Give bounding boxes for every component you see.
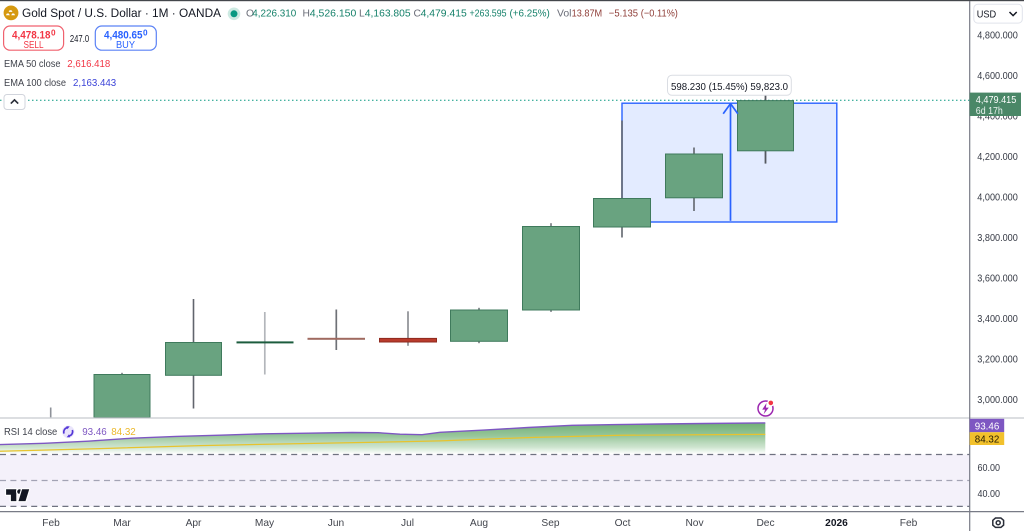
svg-text:H: H — [303, 9, 310, 20]
svg-text:3,800.000: 3,800.000 — [977, 233, 1018, 244]
svg-text:C: C — [414, 9, 422, 20]
svg-text:Feb: Feb — [900, 518, 918, 529]
svg-text:60.00: 60.00 — [978, 463, 1001, 474]
svg-text:13.87M: 13.87M — [572, 9, 603, 20]
svg-text:93.46: 93.46 — [82, 427, 107, 438]
svg-text:4,163.805: 4,163.805 — [365, 9, 411, 20]
svg-text:4,800.000: 4,800.000 — [977, 31, 1018, 42]
svg-text:93.46: 93.46 — [975, 421, 1000, 432]
svg-text:3,000.000: 3,000.000 — [977, 395, 1018, 406]
svg-text:Dec: Dec — [756, 518, 774, 529]
svg-text:4,200.000: 4,200.000 — [977, 152, 1018, 163]
svg-text:(+6.25%): (+6.25%) — [510, 9, 550, 20]
svg-text:3,200.000: 3,200.000 — [977, 354, 1018, 365]
svg-text:84.32: 84.32 — [975, 435, 1000, 446]
svg-text:Mar: Mar — [113, 518, 131, 529]
svg-text:SELL: SELL — [24, 40, 44, 51]
svg-text:Jun: Jun — [328, 518, 344, 529]
svg-text:Oct: Oct — [615, 518, 631, 529]
svg-text:2,163.443: 2,163.443 — [73, 78, 116, 89]
svg-text:Apr: Apr — [186, 518, 202, 529]
svg-text:4,479.415: 4,479.415 — [976, 95, 1017, 106]
svg-text:USD: USD — [977, 9, 997, 20]
svg-text:0: 0 — [143, 29, 148, 38]
svg-text:(−0.11%): (−0.11%) — [641, 9, 678, 20]
svg-text:Gold Spot / U.S. Dollar · 1M ·: Gold Spot / U.S. Dollar · 1M · OANDA — [22, 6, 222, 20]
svg-text:4,000.000: 4,000.000 — [977, 193, 1018, 204]
svg-text:0: 0 — [51, 29, 56, 38]
svg-text:RSI 14 close: RSI 14 close — [4, 427, 58, 438]
svg-text:Jul: Jul — [401, 518, 414, 529]
svg-text:Feb: Feb — [42, 518, 60, 529]
svg-text:84.32: 84.32 — [111, 427, 136, 438]
svg-text:Sep: Sep — [541, 518, 559, 529]
svg-text:+263.595: +263.595 — [470, 9, 507, 20]
svg-text:598.230 (15.45%) 59,823.0: 598.230 (15.45%) 59,823.0 — [671, 82, 788, 93]
svg-text:4,400.000: 4,400.000 — [977, 112, 1018, 123]
svg-text:EMA 50 close: EMA 50 close — [4, 59, 61, 70]
svg-text:3,400.000: 3,400.000 — [977, 314, 1018, 325]
svg-text:40.00: 40.00 — [978, 489, 1001, 500]
svg-text:L: L — [359, 9, 365, 20]
svg-text:Vol: Vol — [557, 9, 572, 20]
svg-text:2026: 2026 — [825, 518, 848, 529]
svg-text:−5.135: −5.135 — [609, 9, 638, 20]
svg-text:EMA 100 close: EMA 100 close — [4, 78, 66, 89]
svg-text:BUY: BUY — [116, 40, 135, 51]
svg-text:4,226.310: 4,226.310 — [252, 9, 296, 20]
svg-text:6d 17h: 6d 17h — [976, 106, 1003, 117]
svg-text:4,600.000: 4,600.000 — [977, 71, 1018, 82]
svg-text:4,478.18: 4,478.18 — [12, 30, 51, 42]
svg-text:3,600.000: 3,600.000 — [977, 273, 1018, 284]
svg-text:O: O — [246, 9, 254, 20]
svg-text:Aug: Aug — [470, 518, 488, 529]
svg-text:Nov: Nov — [685, 518, 704, 529]
svg-text:4,526.150: 4,526.150 — [310, 9, 357, 20]
svg-text:4,479.415: 4,479.415 — [421, 9, 467, 20]
svg-text:May: May — [255, 518, 275, 529]
svg-text:247.0: 247.0 — [70, 34, 89, 45]
svg-text:2,616.418: 2,616.418 — [67, 59, 110, 70]
svg-text:4,480.65: 4,480.65 — [104, 30, 143, 42]
